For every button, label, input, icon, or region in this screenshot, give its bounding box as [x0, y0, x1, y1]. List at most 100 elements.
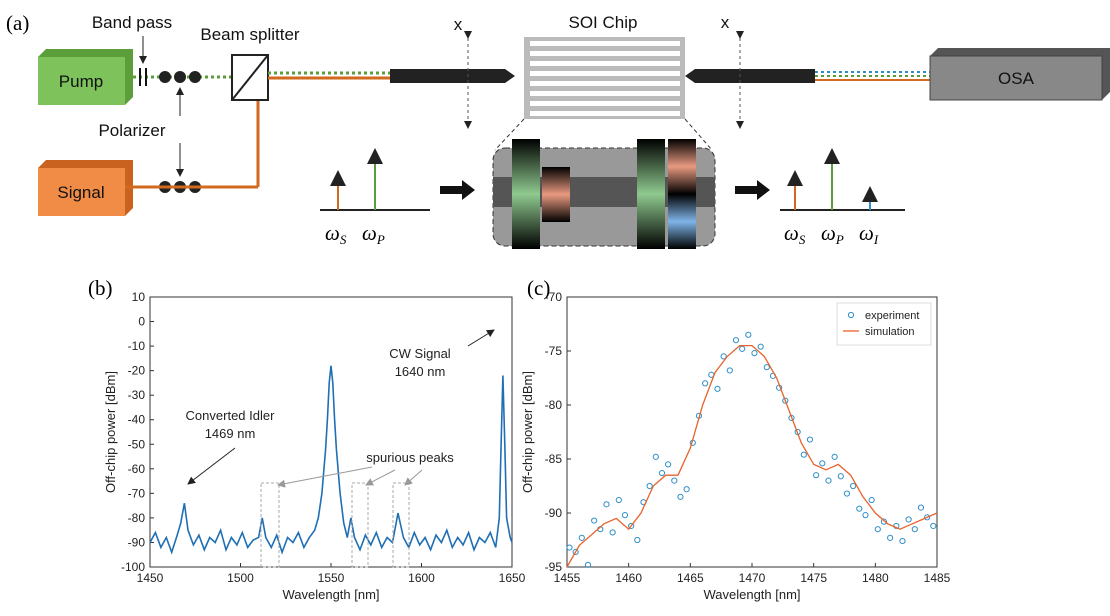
y-tick-label: -90 — [128, 535, 146, 549]
frequency-label: ωP — [362, 221, 385, 247]
x-tick-label: 1465 — [677, 571, 704, 585]
y-tick-label: -100 — [121, 560, 145, 574]
legend-box — [836, 302, 932, 346]
x-tick-label: 1500 — [227, 571, 254, 585]
y-tick-label: -75 — [545, 344, 563, 358]
osa-box — [929, 55, 1103, 101]
data-point — [603, 501, 610, 508]
data-point — [591, 517, 598, 524]
flow-arrow — [735, 180, 770, 200]
data-point — [615, 496, 622, 504]
data-point — [905, 516, 912, 523]
y-tick-label: -40 — [128, 413, 146, 427]
annotation-line: spurious peaks — [366, 450, 454, 465]
data-point — [819, 460, 826, 467]
data-point — [702, 380, 709, 387]
annotation: CW Signal 1640 nm — [389, 346, 451, 379]
plot-area — [149, 296, 513, 568]
data-point — [782, 397, 789, 404]
x-tick-label: 1550 — [318, 571, 345, 585]
frequency-label: ωS — [784, 221, 806, 247]
legend-label: experiment — [865, 310, 919, 322]
data-point — [806, 436, 814, 443]
data-point — [671, 477, 678, 484]
data-point — [714, 385, 721, 392]
data-point — [856, 505, 863, 512]
panel-label: (a) — [6, 11, 29, 35]
x-tick-label: 1600 — [408, 571, 435, 585]
waveguide — [530, 41, 680, 46]
data-point — [880, 518, 888, 525]
setup-diagram: (a) Pump Signal Band pass Polarizer Beam… — [6, 11, 1110, 249]
data-point — [862, 512, 869, 519]
data-point — [609, 529, 616, 536]
annotation-arrow — [467, 329, 495, 347]
data-point — [825, 477, 832, 484]
data-point — [868, 496, 875, 504]
highlight-box — [351, 482, 369, 568]
data-point — [566, 544, 573, 551]
data-point — [924, 514, 931, 521]
y-tick-label: -90 — [545, 506, 563, 520]
data-point — [658, 469, 666, 477]
annotation: Converted Idler 1469 nm — [186, 408, 276, 441]
waveguide — [530, 61, 680, 66]
data-point — [646, 482, 653, 490]
data-point — [726, 367, 733, 374]
data-point — [800, 451, 807, 458]
x-tick-label: 1475 — [800, 571, 827, 585]
data-point — [899, 537, 906, 545]
data-line — [149, 365, 513, 555]
data-point — [652, 453, 659, 460]
lensed-fiber — [390, 69, 515, 83]
annotation-line: CW Signal — [389, 346, 451, 361]
y-tick-label: -30 — [128, 388, 146, 402]
osa-label: OSA — [998, 69, 1035, 88]
y-tick-label: -50 — [128, 437, 146, 451]
polarizer-label: Polarizer — [98, 121, 165, 140]
annotation-line: 1640 nm — [395, 364, 446, 379]
signal-label: Signal — [57, 183, 104, 202]
data-point — [732, 337, 740, 344]
data-point — [720, 353, 727, 360]
y-tick-label: -60 — [128, 462, 146, 476]
data-point — [578, 534, 585, 541]
data-point — [843, 490, 851, 497]
x-tick-label: 1470 — [739, 571, 766, 585]
zoom-line — [494, 118, 525, 151]
data-point — [874, 526, 881, 533]
beam-splitter — [231, 54, 269, 101]
legend-label: simulation — [865, 326, 915, 338]
annotation-arrow — [277, 466, 373, 488]
mode-profiles — [512, 139, 696, 249]
pump-label: Pump — [59, 72, 103, 91]
x-tick-label: 1650 — [499, 571, 526, 585]
x-axis-label: Wavelength [nm] — [282, 587, 379, 602]
data-point — [887, 534, 894, 541]
data-point — [628, 522, 635, 530]
waveguide — [530, 111, 680, 116]
annotation-line: Converted Idler — [186, 408, 276, 423]
data-point — [917, 504, 925, 511]
data-point — [911, 526, 918, 533]
highlight-box — [392, 482, 410, 568]
beam-splitter-label: Beam splitter — [200, 25, 300, 44]
frequency-label: ωS — [325, 221, 347, 247]
annotation-arrow — [187, 447, 236, 485]
waveguide — [530, 71, 680, 76]
annotation-arrow — [404, 469, 423, 486]
y-tick-label: -20 — [128, 364, 146, 378]
data-point — [757, 343, 764, 350]
y-tick-label: 10 — [132, 290, 146, 304]
x-axis-label: Wavelength [nm] — [703, 587, 800, 602]
data-point — [677, 493, 684, 500]
waveguide — [530, 91, 680, 96]
panel-label: (c) — [527, 276, 550, 300]
frequency-label: ωP — [821, 221, 844, 247]
x-tick-label: 1460 — [615, 571, 642, 585]
x-tick-label: 1485 — [924, 571, 951, 585]
flow-arrow — [440, 180, 475, 200]
y-tick-label: -85 — [545, 452, 563, 466]
lensed-fiber — [685, 69, 815, 83]
